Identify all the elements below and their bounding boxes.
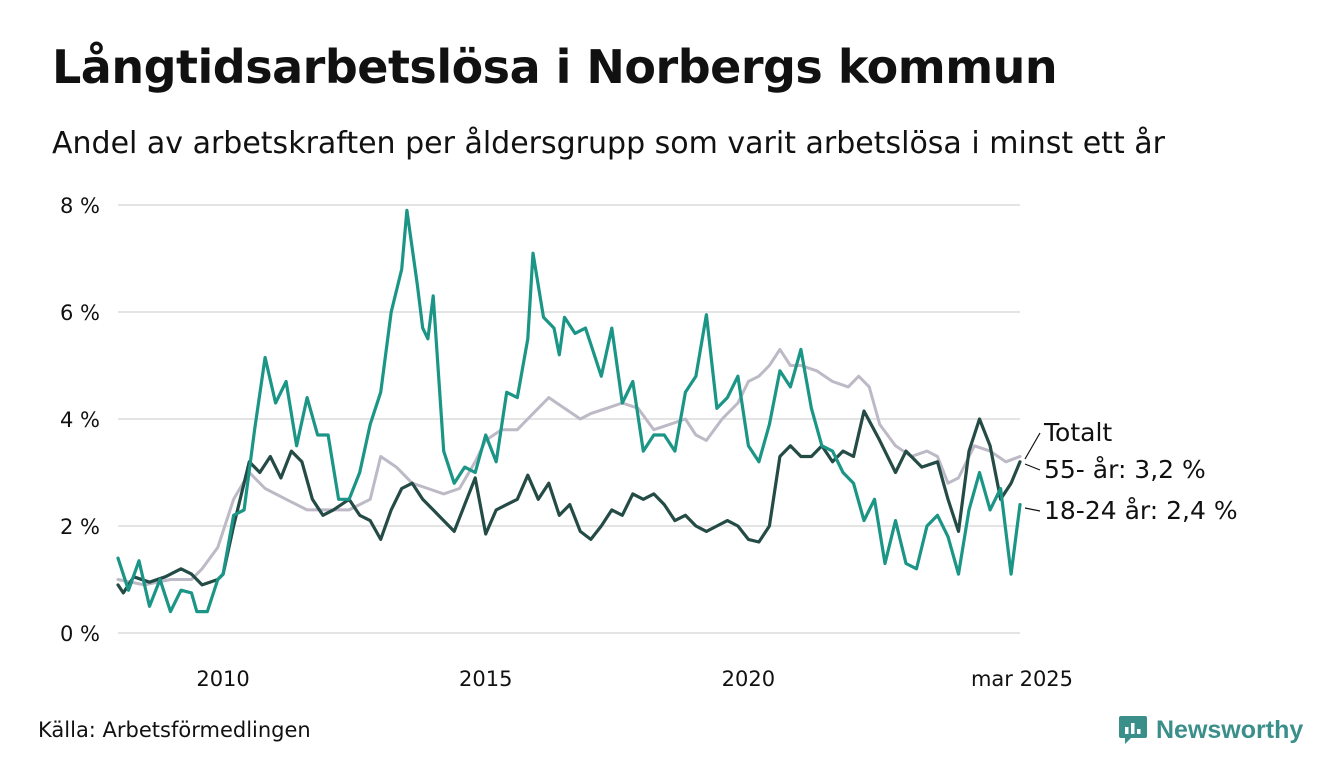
series-label-age1824: 18-24 år: 2,4 % <box>1044 496 1238 525</box>
x-tick-label: mar 2025 <box>971 667 1073 691</box>
chart-title: Långtidsarbetslösa i Norbergs kommun <box>52 40 1058 94</box>
chart-subtitle: Andel av arbetskraften per åldersgrupp s… <box>52 126 1165 161</box>
series-labels: Totalt 55- år: 3,2 % 18-24 år: 2,4 % <box>1024 418 1238 525</box>
source-note: Källa: Arbetsförmedlingen <box>38 718 311 742</box>
series-label-age55: 55- år: 3,2 % <box>1044 455 1206 484</box>
label-leader-age1824 <box>1024 507 1041 512</box>
label-leader-totalt <box>1024 432 1041 460</box>
series-line-age55 <box>116 409 1022 595</box>
y-tick-label: 2 % <box>60 515 100 539</box>
series-label-totalt: Totalt <box>1043 418 1112 447</box>
x-tick-label: 2020 <box>722 667 775 691</box>
brand-logo[interactable]: Newsworthy <box>1118 712 1303 748</box>
series-lines <box>116 208 1022 614</box>
newsworthy-logo-icon <box>1119 716 1147 744</box>
series-line-age1824 <box>116 208 1022 614</box>
brand-name: Newsworthy <box>1156 715 1304 744</box>
grid-lines <box>118 204 1020 634</box>
x-axis-ticks: 2010 2015 2020 mar 2025 <box>196 667 1073 691</box>
label-leader-age55 <box>1024 463 1041 471</box>
y-tick-label: 0 % <box>60 622 100 646</box>
y-axis-ticks: 0 % 2 % 4 % 6 % 8 % <box>60 194 100 646</box>
y-tick-label: 4 % <box>60 408 100 432</box>
x-tick-label: 2015 <box>459 667 512 691</box>
y-tick-label: 6 % <box>60 301 100 325</box>
y-tick-label: 8 % <box>60 194 100 218</box>
x-tick-label: 2010 <box>196 667 249 691</box>
